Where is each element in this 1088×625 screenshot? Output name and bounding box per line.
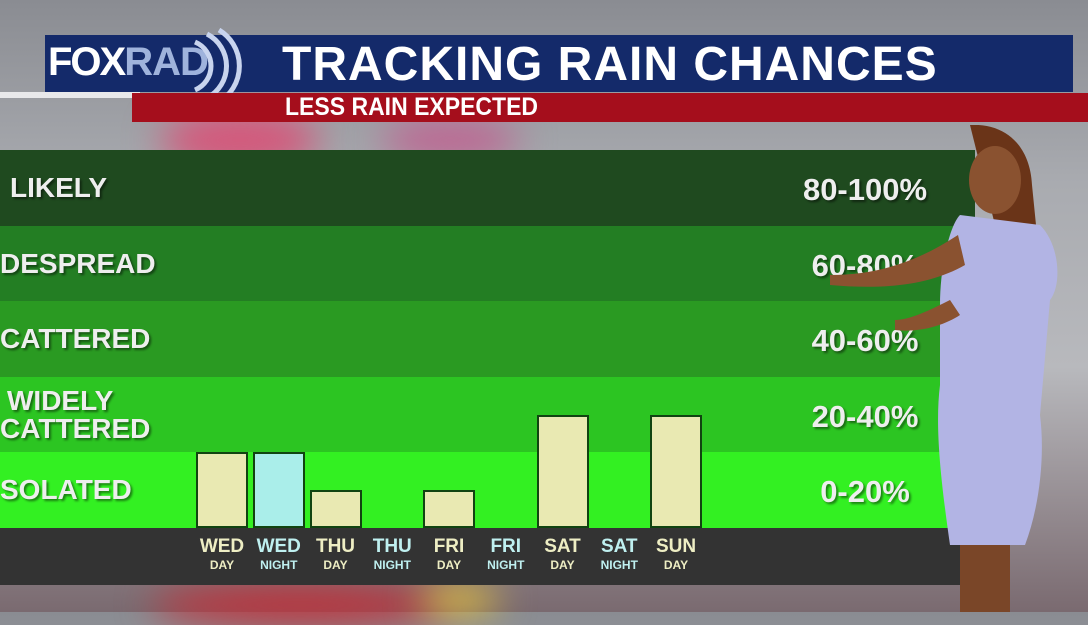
bar-sun-day — [650, 414, 702, 528]
background-blur — [150, 585, 450, 625]
bar-sat-day — [536, 414, 589, 528]
tick-day: WED — [199, 536, 245, 557]
band: CATTERED 40-60% — [0, 301, 975, 378]
band-label-line: CATTERED — [0, 412, 151, 444]
tick-day: THU — [372, 536, 412, 557]
x-tick-label: THU NIGHT — [364, 537, 420, 573]
tick-day: FRI — [490, 536, 522, 557]
tick-period: NIGHT — [487, 558, 525, 572]
page-title: TRACKING RAIN CHANCES — [282, 38, 938, 91]
bar-wed-night — [252, 452, 305, 528]
band-label-line: WIDELY — [7, 384, 114, 416]
x-tick-label: WED DAY — [194, 537, 250, 573]
tick-period: DAY — [209, 558, 235, 572]
band-label: DESPREAD — [0, 247, 156, 279]
foxrad-logo: FOXRAD — [48, 40, 209, 84]
bar-wed-day — [196, 452, 248, 528]
tick-day: SAT — [544, 536, 581, 557]
x-axis-bar — [0, 528, 960, 585]
x-tick-label: SUN DAY — [648, 537, 704, 573]
bar-thu-day — [309, 490, 362, 528]
x-tick-label: FRI DAY — [421, 537, 477, 573]
band: SOLATED 0-20% — [0, 452, 975, 529]
band: WIDELY CATTERED 20-40% — [0, 376, 975, 454]
tick-period: DAY — [436, 558, 462, 572]
presenter — [830, 125, 1058, 612]
tick-day: SUN — [655, 536, 697, 557]
subtitle: LESS RAIN EXPECTED — [285, 93, 539, 121]
x-tick-label: SAT NIGHT — [591, 537, 647, 573]
tick-day: WED — [256, 536, 301, 557]
x-tick-label: FRI NIGHT — [478, 537, 534, 573]
band-label: SOLATED — [0, 474, 132, 506]
band-label: CATTERED — [0, 323, 151, 355]
band: LIKELY 80-100% — [0, 150, 975, 227]
x-tick-label: THU DAY — [308, 537, 364, 573]
x-tick-label: WED NIGHT — [251, 537, 307, 573]
band: DESPREAD 60-80% — [0, 225, 975, 303]
tick-period: DAY — [550, 558, 575, 572]
tick-day: FRI — [433, 536, 465, 557]
band-range: 80-100% — [802, 172, 928, 207]
band-range: 20-40% — [811, 398, 919, 434]
band-range: 0-20% — [820, 474, 910, 510]
tick-period: NIGHT — [260, 558, 298, 572]
band-label: WIDELY CATTERED — [0, 384, 151, 444]
band-label: LIKELY — [10, 172, 107, 203]
subtitle-banner — [132, 93, 1088, 122]
tick-day: SAT — [600, 536, 638, 557]
tick-period: NIGHT — [600, 558, 638, 572]
tick-day: THU — [315, 536, 356, 557]
background-blur — [420, 585, 500, 615]
x-tick-label: SAT DAY — [535, 537, 591, 573]
bar-fri-day — [423, 490, 475, 528]
tick-period: DAY — [663, 558, 689, 572]
tick-period: DAY — [323, 558, 348, 572]
divider — [0, 92, 140, 98]
tick-period: NIGHT — [373, 558, 411, 572]
